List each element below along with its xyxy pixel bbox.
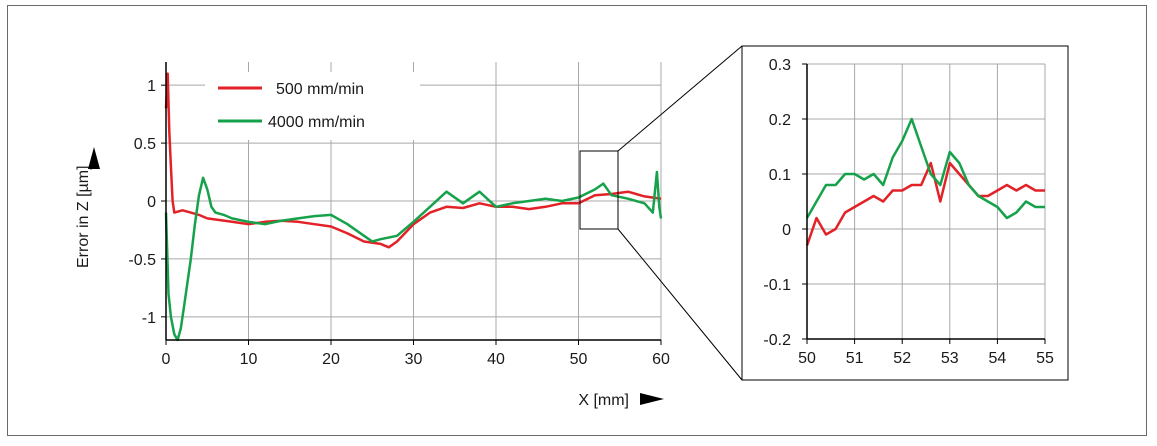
x-tick-label: 54 xyxy=(989,350,1007,367)
x-tick-label: 40 xyxy=(487,351,505,368)
y-tick-label: 0.5 xyxy=(134,136,156,153)
x-tick-label: 55 xyxy=(1036,350,1054,367)
y-tick-label: 0 xyxy=(147,194,156,211)
zoom-connector-top xyxy=(617,45,743,152)
y-tick-label: 0.3 xyxy=(769,57,791,74)
inset-panel xyxy=(741,45,1069,381)
y-tick-label: -0.1 xyxy=(763,277,791,294)
y-tick-label: -0.2 xyxy=(763,332,791,349)
y-axis-arrow-icon xyxy=(88,147,100,169)
x-axis-arrow-icon xyxy=(640,393,664,405)
main-tick-labels: 0 10 20 30 40 50 60 1 0.5 0 -0.5 -1 xyxy=(128,78,670,368)
y-axis-label: Error in Z [µm] xyxy=(75,165,92,268)
legend-label-4000: 4000 mm/min xyxy=(268,114,365,131)
series-line-500 xyxy=(805,161,1045,246)
inset-series xyxy=(805,117,1045,246)
series-line-500 xyxy=(164,72,662,249)
legend-background xyxy=(205,72,420,140)
y-tick-label: 0.2 xyxy=(769,112,791,129)
x-tick-label: 53 xyxy=(941,350,959,367)
y-tick-label: -0.5 xyxy=(128,252,156,269)
x-tick-label: 51 xyxy=(846,350,864,367)
x-tick-label: 20 xyxy=(322,351,340,368)
zoom-connector-bottom xyxy=(617,228,743,381)
x-tick-label: 0 xyxy=(162,351,171,368)
inset-axes xyxy=(802,63,1046,344)
inset-tick-labels: 50 51 52 53 54 55 0.3 0.2 0.1 0 -0.1 -0.2 xyxy=(763,57,1054,367)
series-line-4000 xyxy=(805,117,1045,220)
x-tick-label: 52 xyxy=(893,350,911,367)
y-tick-label: -1 xyxy=(142,310,156,327)
x-tick-label: 50 xyxy=(570,351,588,368)
x-tick-label: 10 xyxy=(240,351,258,368)
series-line-4000 xyxy=(164,170,663,342)
y-tick-label: 0.1 xyxy=(769,167,791,184)
legend-label-500: 500 mm/min xyxy=(276,81,364,98)
x-tick-label: 30 xyxy=(405,351,423,368)
x-tick-label: 50 xyxy=(798,350,816,367)
zoom-region-box xyxy=(579,150,619,230)
y-tick-label: 1 xyxy=(147,78,156,95)
main-axes xyxy=(161,62,662,345)
y-tick-label: 0 xyxy=(782,222,791,239)
x-axis-label: X [mm] xyxy=(578,392,629,409)
main-series xyxy=(164,72,663,342)
legend: 500 mm/min 4000 mm/min xyxy=(205,72,420,140)
x-tick-label: 60 xyxy=(652,351,670,368)
